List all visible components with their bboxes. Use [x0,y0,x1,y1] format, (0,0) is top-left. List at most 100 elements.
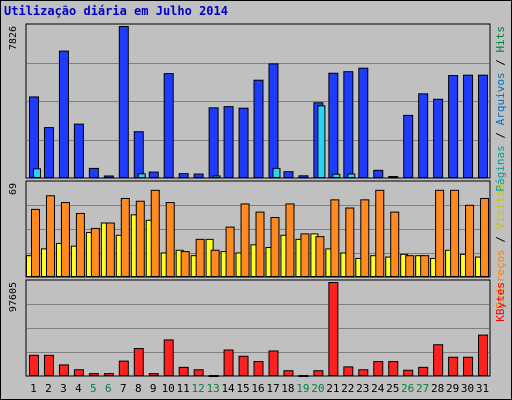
hits-bar-day-29 [448,75,459,178]
day-label-27: 27 [416,382,429,395]
addresses-bar-day-27 [420,255,430,277]
hits-bar-day-9 [148,171,159,178]
hits-bar-day-26 [403,114,414,178]
visits-panel-max-label: 69 [8,183,19,195]
kbytes-bar-day-6 [103,373,114,377]
hits-bar-day-1 [29,96,39,178]
day-label-29: 29 [446,382,459,395]
hits-bar-day-17 [268,63,279,178]
day-label-1: 1 [30,382,37,395]
kbytes-bar-day-2 [43,354,54,376]
kbytes-bar-day-22 [343,366,354,377]
day-label-5: 5 [90,382,97,395]
hits-panel-legend-1: Páginas [494,145,507,191]
kbytes-panel-side-label: KBytes [494,282,507,322]
addresses-bar-day-24 [375,189,385,278]
hits-bar-day-23 [358,67,369,178]
day-label-20: 20 [311,382,324,395]
hits-panel-legend-3: Hits [494,26,507,53]
chart-title: Utilização diária em Julho 2014 [4,4,228,18]
kbytes-bar-day-29 [448,356,459,376]
addresses-bar-day-18 [285,203,295,277]
kbytes-bar-day-18 [283,370,294,377]
addresses-bar-day-26 [405,255,415,277]
kbytes-bar-day-9 [148,373,159,377]
day-label-10: 10 [162,382,175,395]
addresses-bar-day-2 [45,195,55,277]
day-label-14: 14 [221,382,235,395]
addresses-bar-day-29 [450,189,460,278]
kbytes-bar-day-25 [388,361,399,376]
files-bar-day-22 [347,173,356,178]
day-label-23: 23 [356,382,369,395]
addresses-bar-day-6 [105,222,115,277]
addresses-bar-day-16 [255,211,265,277]
kbytes-bar-day-24 [373,361,384,376]
kbytes-bar-day-15 [238,355,249,377]
files-bar-day-20 [317,105,326,178]
addresses-bar-day-23 [360,199,370,277]
day-label-16: 16 [251,382,264,395]
kbytes-bar-day-14 [223,349,234,376]
day-label-2: 2 [45,382,52,395]
hits-bar-day-8 [133,131,144,178]
visits-panel-legend-1: Endereços [494,249,507,309]
hits-bar-day-30 [463,74,474,178]
day-label-31: 31 [476,382,489,395]
hits-bar-day-13 [208,107,219,178]
kbytes-bar-day-20 [313,370,324,377]
hits-bar-day-7 [118,26,129,178]
hits-bar-day-25 [388,176,399,179]
addresses-bar-day-3 [60,202,70,277]
visits-panel-side-label: Endereços / Visitas [494,183,507,309]
hits-panel-side-label: Páginas / Arquivos / Hits [494,26,507,192]
files-bar-day-1 [33,168,41,179]
addresses-bar-day-19 [300,233,310,277]
addresses-bar-day-4 [75,212,85,277]
hits-bar-day-27 [418,93,429,178]
addresses-bar-day-1 [31,208,40,278]
day-label-8: 8 [135,382,142,395]
hits-bar-day-5 [88,167,99,178]
day-label-6: 6 [105,382,112,395]
kbytes-bar-day-5 [88,373,99,377]
day-label-24: 24 [371,382,385,395]
hits-bar-day-12 [193,173,204,178]
kbytes-panel-legend-1: KBytes [494,282,507,322]
hits-bar-day-28 [433,98,444,178]
addresses-bar-day-28 [435,189,445,278]
day-label-19: 19 [296,382,309,395]
kbytes-bar-day-19 [298,375,309,378]
hits-panel-max-label: 7826 [8,26,19,50]
hits-bar-day-3 [58,50,69,178]
day-label-22: 22 [341,382,354,395]
addresses-bar-day-7 [120,197,130,277]
kbytes-bar-day-27 [418,366,429,377]
files-bar-day-21 [332,173,341,179]
kbytes-bar-day-16 [253,361,264,376]
hits-panel-legend-2: Arquivos [494,72,507,125]
addresses-bar-day-15 [240,203,250,277]
hits-bar-day-6 [103,175,114,178]
addresses-bar-day-30 [465,204,475,277]
visits-panel-legend-2: Visitas [494,183,507,229]
kbytes-bar-day-28 [433,344,444,376]
kbytes-bar-day-26 [403,369,414,377]
hits-bar-day-24 [373,169,384,178]
hits-bar-day-19 [298,175,309,178]
addresses-bar-day-21 [330,199,340,277]
kbytes-panel-max-label: 97605 [8,282,19,312]
hits-bar-day-15 [238,107,249,178]
day-label-26: 26 [401,382,414,395]
addresses-bar-day-12 [195,238,205,277]
kbytes-bar-day-7 [118,360,129,376]
day-label-12: 12 [192,382,205,395]
kbytes-bar-day-13 [208,375,219,378]
addresses-bar-day-9 [150,189,160,278]
kbytes-bar-day-11 [178,366,189,377]
kbytes-bar-day-1 [29,354,39,376]
day-label-17: 17 [266,382,279,395]
hits-bar-day-16 [253,79,264,178]
day-label-9: 9 [150,382,157,395]
